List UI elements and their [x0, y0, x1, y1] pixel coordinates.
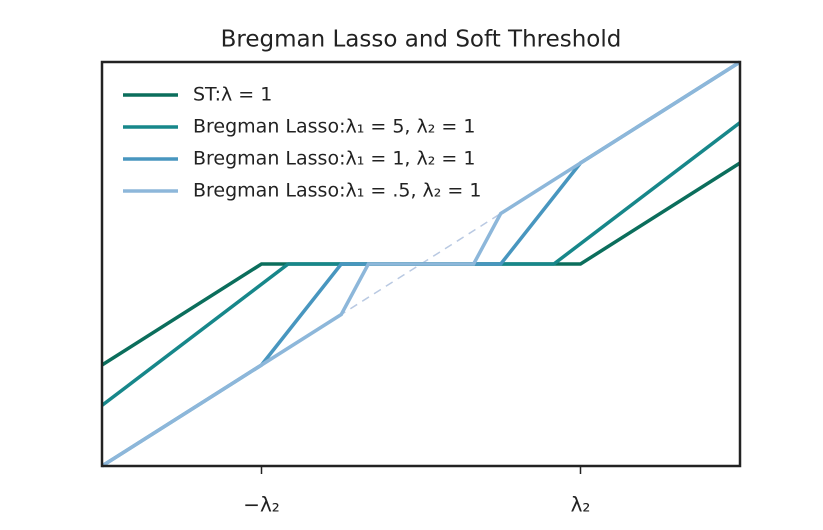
- plot-frame: [100, 60, 742, 468]
- legend-label: ST:λ = 1: [193, 84, 272, 106]
- legend-label: Bregman Lasso:λ₁ = 5, λ₂ = 1: [193, 116, 475, 138]
- series-line: [101, 60, 741, 468]
- x-tick-label: −λ₂: [243, 493, 280, 517]
- legend-label: Bregman Lasso:λ₁ = .5, λ₂ = 1: [193, 180, 481, 202]
- x-tick-label: λ₂: [571, 493, 591, 517]
- legend-label: Bregman Lasso:λ₁ = 1, λ₂ = 1: [193, 148, 475, 170]
- chart-title: Bregman Lasso and Soft Threshold: [221, 27, 622, 53]
